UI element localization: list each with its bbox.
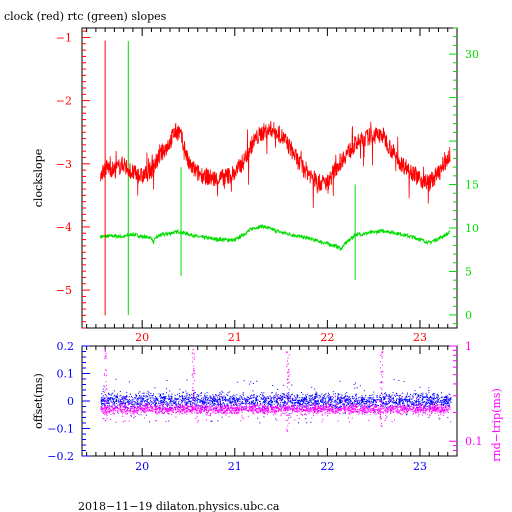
clock-slope-line <box>100 120 451 209</box>
rtc-slope-line <box>100 224 451 251</box>
top-x-tick-label: 23 <box>413 331 427 344</box>
bottom-left-y-axis-label: offset(ms) <box>32 373 45 429</box>
bottom-right-y-axis-label: rnd−trip(ms) <box>490 388 503 462</box>
top-right-y-tick-label: 30 <box>465 48 479 61</box>
top-right-y-tick-label: 15 <box>465 179 479 192</box>
top-right-y-tick-label: 5 <box>465 265 472 278</box>
top-x-tick-label: 20 <box>135 331 149 344</box>
bottom-left-y-tick-label: 0 <box>67 395 74 408</box>
top-left-y-tick-label: −2 <box>56 95 72 108</box>
bottom-right-y-tick-label: 1 <box>465 340 472 353</box>
top-left-y-tick-label: −4 <box>56 221 72 234</box>
top-right-y-tick-label: 10 <box>465 222 479 235</box>
top-x-tick-label: 22 <box>320 331 334 344</box>
bottom-left-y-tick-label: −0.2 <box>47 450 74 463</box>
bottom-plot-panel: 20 21 22 23 0.2 0.1 0 −0.1 −0.2 1 0.1 <box>47 340 482 473</box>
bottom-left-y-tick-label: 0.2 <box>57 340 75 353</box>
top-plot-panel: 20 21 22 23 −1 −2 −3 −4 −5 30 15 10 5 0 <box>56 27 479 344</box>
bottom-right-y-tick-label: 0.1 <box>465 435 483 448</box>
bottom-left-y-tick-label: 0.1 <box>57 368 75 381</box>
bottom-x-tick-label: 22 <box>320 460 334 473</box>
round-trip-spike <box>286 351 290 432</box>
bottom-left-y-tick-label: −0.1 <box>47 423 74 436</box>
bottom-x-tick-label: 20 <box>135 460 149 473</box>
top-plot-frame <box>81 27 458 329</box>
top-y-axis-label: clockslope <box>32 149 45 207</box>
round-trip-spike <box>103 348 108 422</box>
offset-scatter <box>100 378 452 424</box>
top-left-y-tick-label: −1 <box>56 31 72 44</box>
chart-title: clock (red) rtc (green) slopes <box>4 10 167 23</box>
footer-text: 2018−11−19 dilaton.physics.ubc.ca <box>78 500 280 512</box>
top-x-tick-label: 21 <box>228 331 242 344</box>
bottom-x-tick-label: 23 <box>413 460 427 473</box>
round-trip-spike <box>379 351 384 427</box>
bottom-x-tick-label: 21 <box>228 460 242 473</box>
top-left-y-tick-label: −3 <box>56 158 72 171</box>
round-trip-spike <box>191 349 196 414</box>
top-left-y-tick-label: −5 <box>56 284 72 297</box>
top-right-y-tick-label: 0 <box>465 309 472 322</box>
